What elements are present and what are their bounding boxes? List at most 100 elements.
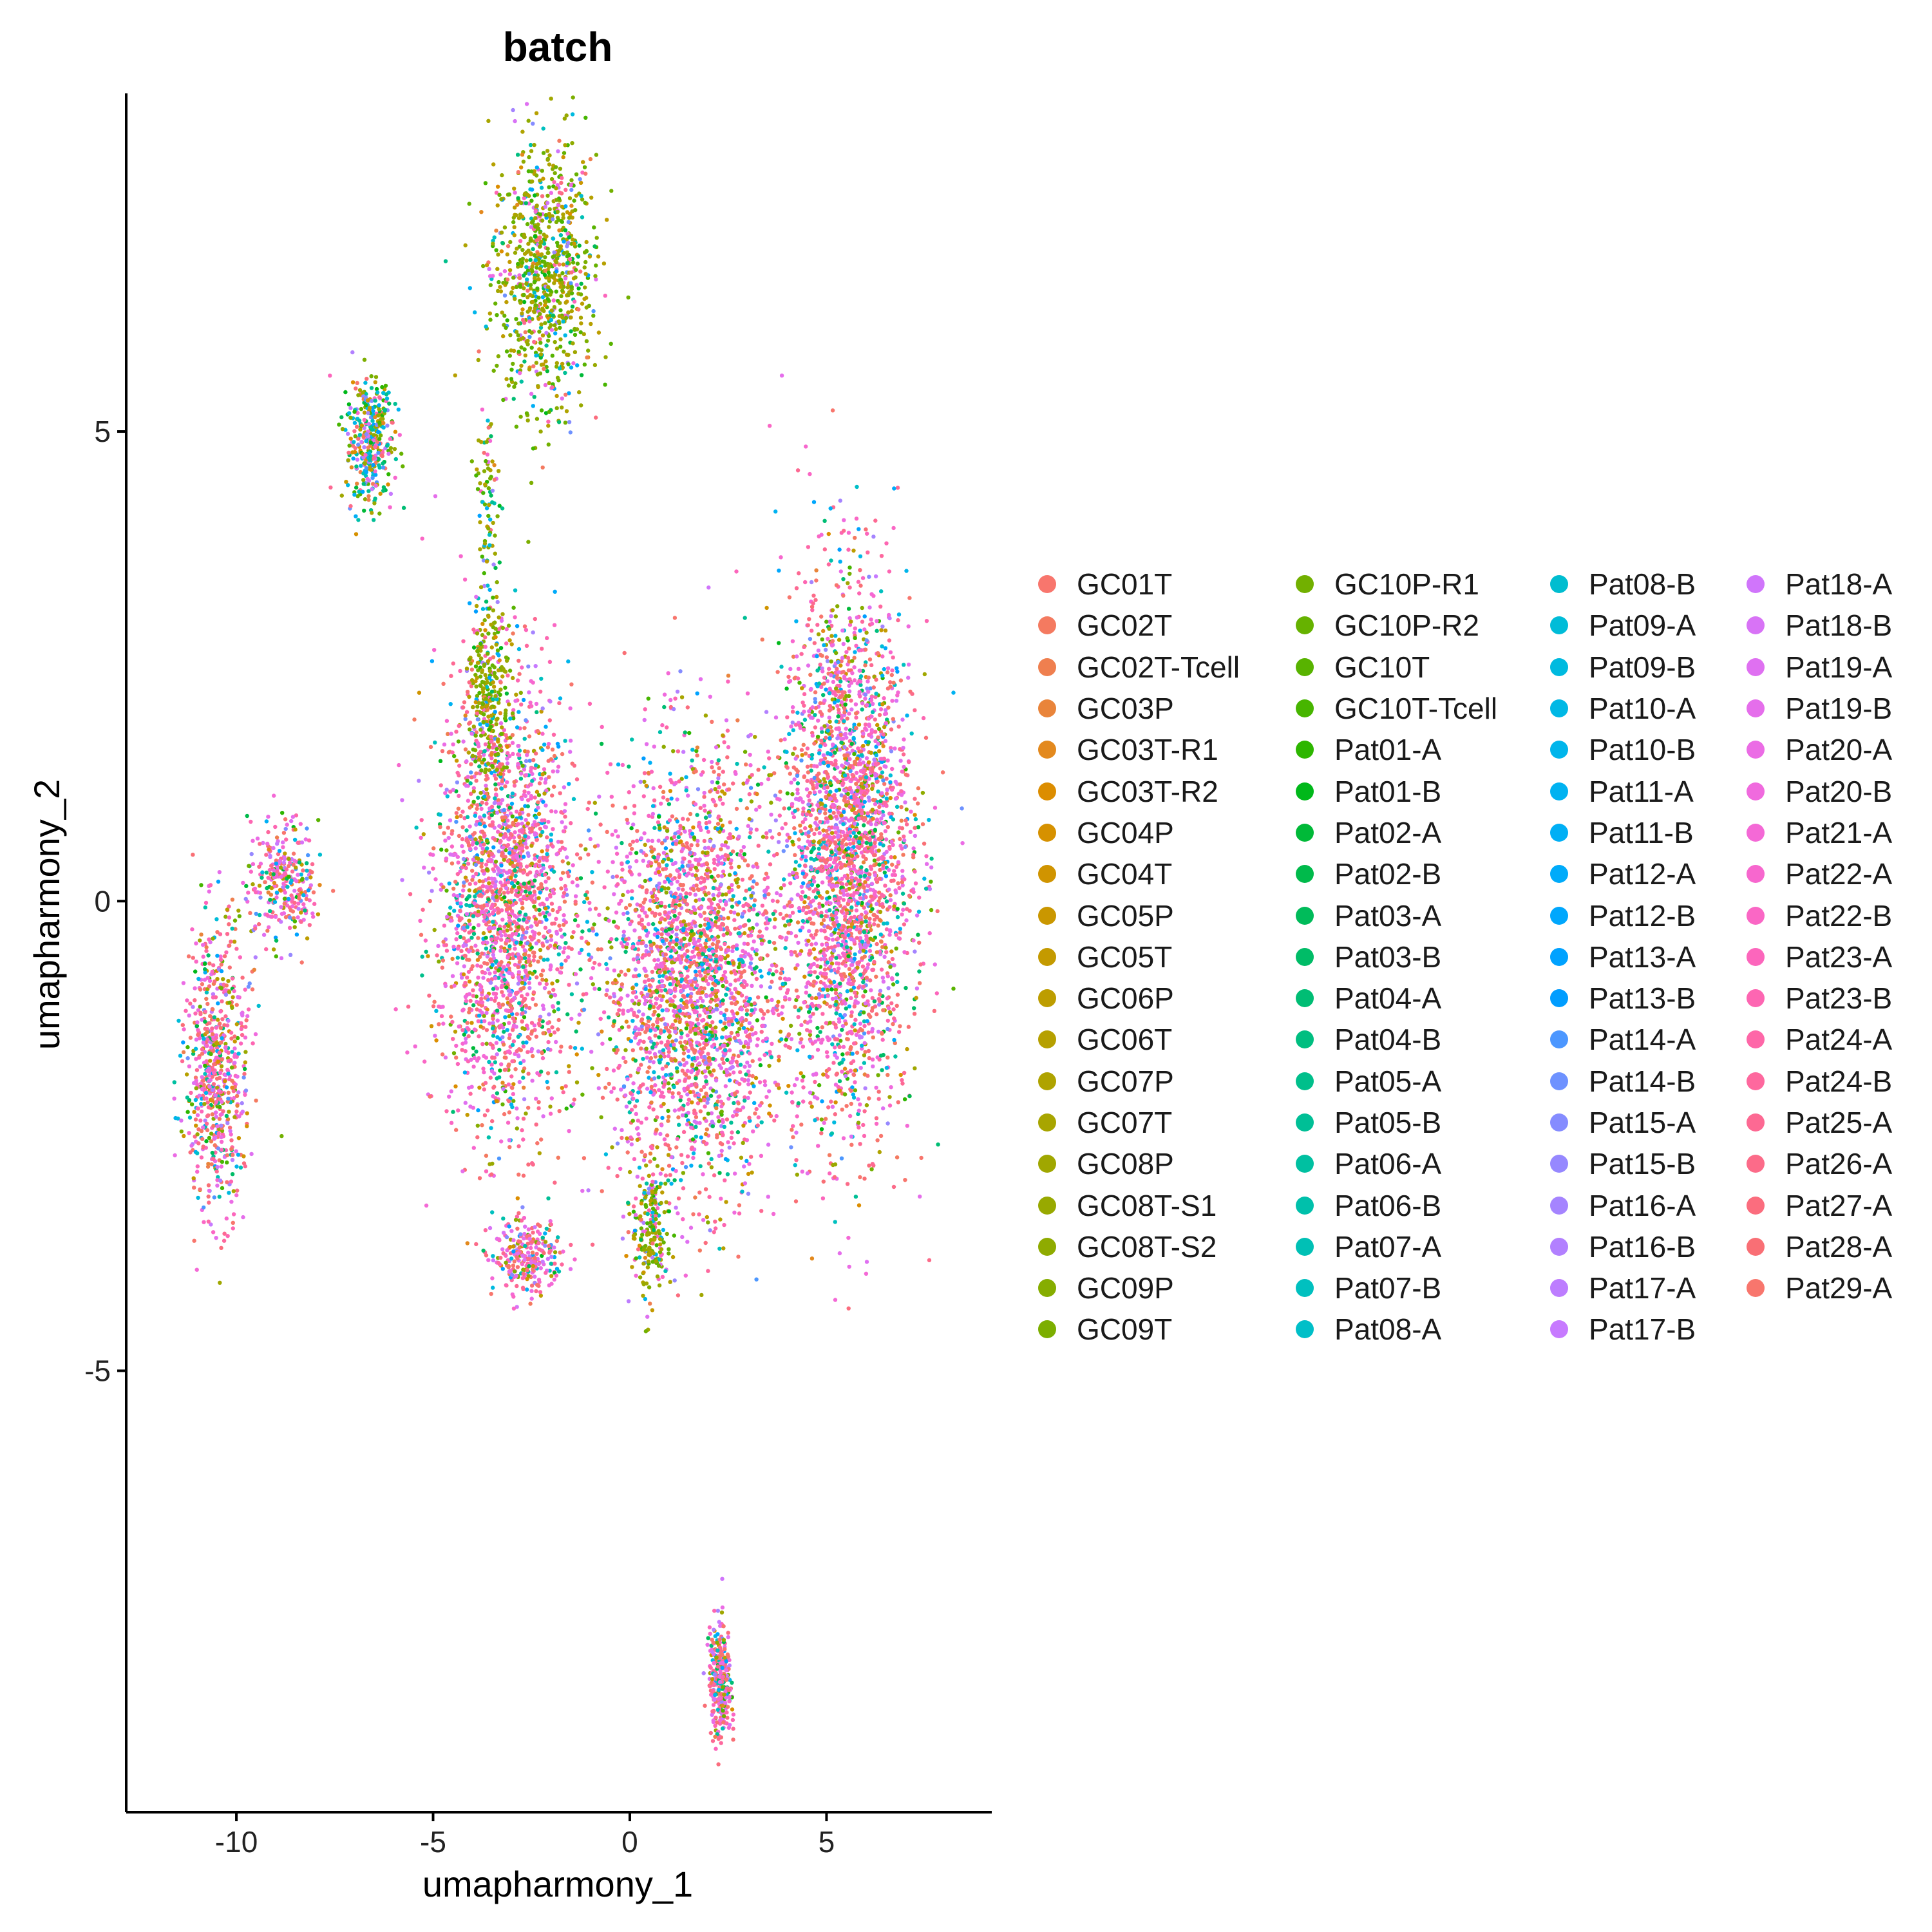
scatter-point	[517, 276, 522, 281]
scatter-point	[708, 1228, 712, 1233]
scatter-point	[673, 696, 677, 701]
scatter-point	[461, 943, 466, 949]
scatter-point	[691, 825, 696, 830]
scatter-point	[464, 783, 468, 788]
scatter-point	[538, 981, 542, 986]
scatter-point	[561, 155, 565, 160]
scatter-point	[566, 220, 571, 225]
scatter-point	[384, 392, 389, 397]
scatter-point	[463, 994, 468, 999]
scatter-point	[744, 762, 748, 767]
scatter-point	[665, 976, 670, 981]
scatter-point	[533, 193, 537, 198]
scatter-point	[502, 1055, 507, 1060]
scatter-point	[560, 281, 564, 285]
scatter-point	[522, 935, 527, 940]
scatter-point	[578, 967, 583, 972]
scatter-point	[567, 391, 571, 395]
scatter-point	[657, 1035, 661, 1039]
scatter-point	[579, 321, 583, 326]
scatter-point	[445, 794, 450, 799]
scatter-point	[539, 884, 544, 889]
scatter-point	[517, 960, 522, 964]
scatter-point	[497, 782, 501, 786]
scatter-point	[526, 973, 530, 978]
scatter-point	[495, 363, 499, 368]
scatter-point	[488, 957, 493, 961]
scatter-point	[495, 1035, 500, 1039]
scatter-point	[352, 421, 357, 425]
scatter-point	[616, 834, 620, 838]
scatter-point	[552, 753, 557, 759]
scatter-point	[518, 1061, 523, 1066]
scatter-point	[646, 838, 650, 843]
scatter-point	[381, 461, 385, 466]
scatter-point	[496, 252, 500, 257]
scatter-point	[556, 1155, 560, 1160]
scatter-point	[523, 996, 527, 1001]
scatter-point	[516, 918, 522, 922]
scatter-point	[484, 773, 489, 778]
scatter-point	[469, 1021, 474, 1025]
scatter-point	[350, 350, 355, 355]
scatter-point	[381, 425, 386, 430]
scatter-point	[556, 420, 562, 424]
scatter-point	[576, 923, 580, 928]
scatter-point	[352, 440, 356, 444]
scatter-point	[623, 972, 628, 977]
scatter-point	[535, 417, 540, 421]
scatter-point	[328, 485, 333, 490]
scatter-point	[688, 1226, 694, 1230]
scatter-point	[695, 1017, 700, 1022]
scatter-point	[478, 954, 482, 960]
scatter-point	[750, 1170, 754, 1175]
scatter-point	[430, 889, 434, 893]
scatter-point	[543, 925, 548, 930]
scatter-point	[534, 1096, 538, 1101]
scatter-point	[463, 980, 468, 985]
scatter-point	[556, 1018, 561, 1023]
scatter-point	[597, 794, 601, 799]
scatter-point	[554, 327, 558, 332]
scatter-point	[472, 1027, 477, 1032]
scatter-point	[578, 330, 583, 335]
scatter-point	[507, 272, 512, 276]
scatter-point	[632, 811, 637, 816]
scatter-point	[468, 1007, 472, 1011]
scatter-point	[519, 379, 524, 384]
scatter-point	[570, 112, 575, 117]
scatter-point	[465, 690, 470, 694]
scatter-point	[517, 1079, 522, 1084]
scatter-point	[434, 1009, 439, 1014]
scatter-point	[565, 244, 569, 249]
scatter-point	[549, 274, 554, 278]
scatter-point	[369, 374, 374, 379]
scatter-point	[399, 451, 404, 456]
scatter-point	[518, 301, 523, 305]
scatter-point	[532, 142, 536, 147]
scatter-point	[488, 1075, 493, 1080]
scatter-point	[529, 252, 533, 257]
scatter-point	[647, 1050, 652, 1055]
scatter-point	[524, 102, 529, 106]
scatter-point	[500, 851, 505, 855]
scatter-point	[481, 931, 486, 936]
scatter-point	[363, 395, 368, 400]
scatter-point	[465, 957, 469, 962]
scatter-point	[449, 1014, 453, 1019]
scatter-point	[772, 925, 777, 930]
scatter-point	[747, 908, 752, 913]
scatter-point	[540, 1056, 545, 1061]
scatter-point	[479, 210, 484, 214]
scatter-point	[536, 296, 541, 300]
scatter-point	[698, 1109, 703, 1113]
scatter-point	[507, 268, 513, 272]
scatter-point	[609, 341, 613, 346]
scatter-point	[669, 780, 674, 784]
scatter-point	[530, 826, 535, 831]
scatter-point	[793, 934, 799, 938]
scatter-point	[527, 319, 532, 324]
scatter-point	[657, 815, 661, 819]
scatter-point	[510, 741, 515, 745]
scatter-point	[523, 330, 527, 335]
